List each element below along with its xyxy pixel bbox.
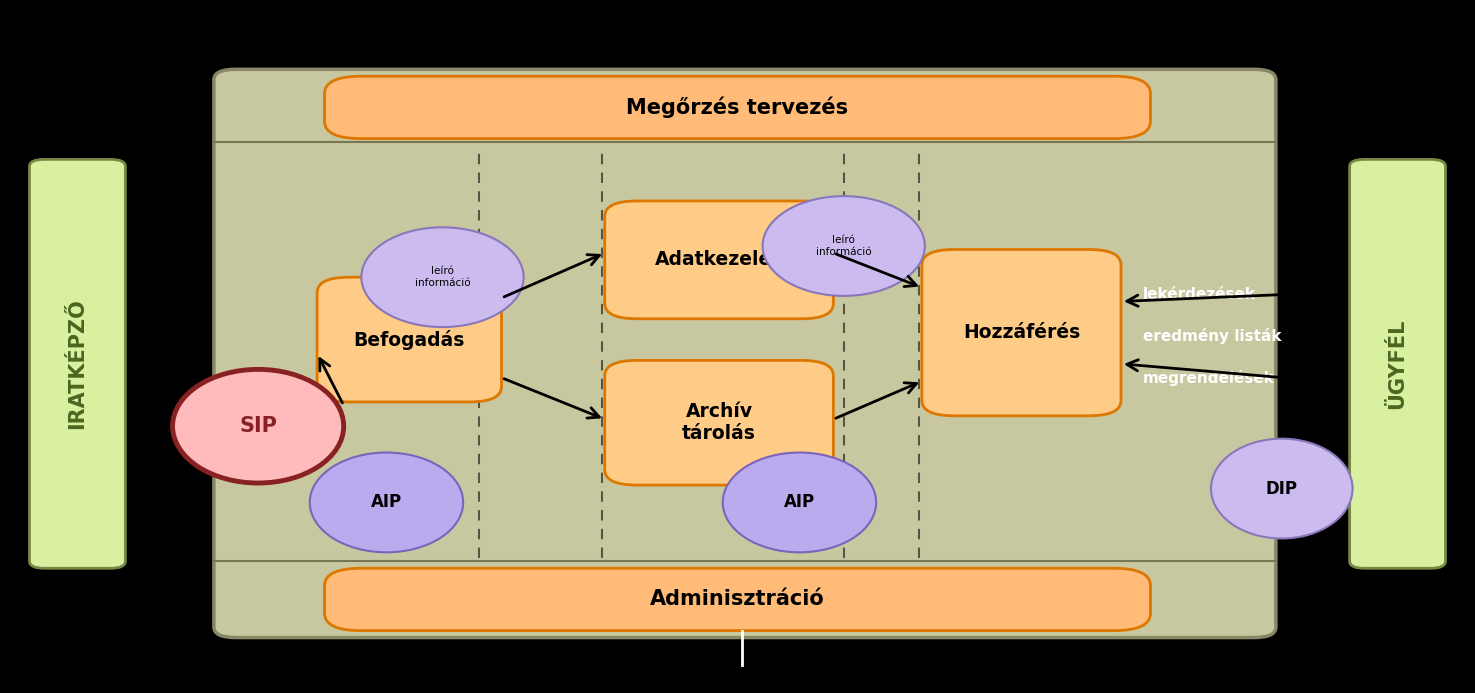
FancyBboxPatch shape (922, 249, 1121, 416)
FancyBboxPatch shape (30, 159, 125, 568)
Text: eredmény listák: eredmény listák (1143, 328, 1282, 344)
FancyBboxPatch shape (605, 360, 833, 485)
Ellipse shape (310, 453, 463, 552)
Ellipse shape (1211, 439, 1353, 538)
Text: Adatkezelés: Adatkezelés (655, 250, 783, 270)
Text: leíró
információ: leíró információ (414, 266, 471, 288)
Text: leíró
információ: leíró információ (816, 235, 872, 257)
Text: DIP: DIP (1266, 480, 1298, 498)
FancyBboxPatch shape (324, 76, 1150, 139)
Text: SIP: SIP (239, 416, 277, 436)
FancyBboxPatch shape (214, 69, 1276, 638)
Text: ÜGYFÉL: ÜGYFÉL (1388, 319, 1407, 409)
Text: AIP: AIP (370, 493, 403, 511)
FancyBboxPatch shape (605, 201, 833, 319)
FancyBboxPatch shape (324, 568, 1150, 631)
Text: AIP: AIP (783, 493, 816, 511)
FancyBboxPatch shape (1350, 159, 1446, 568)
Text: Archív
tárolás: Archív tárolás (681, 402, 757, 444)
Text: Adminisztráció: Adminisztráció (650, 590, 825, 609)
Text: Megőrzés tervezés: Megőrzés tervezés (627, 96, 848, 119)
Text: Befogadás: Befogadás (354, 330, 465, 349)
Ellipse shape (361, 227, 524, 327)
Text: lekérdezések: lekérdezések (1143, 287, 1257, 302)
Text: megrendelések: megrendelések (1143, 369, 1274, 386)
Ellipse shape (723, 453, 876, 552)
Ellipse shape (763, 196, 925, 296)
FancyBboxPatch shape (317, 277, 502, 402)
Text: Hozzáférés: Hozzáférés (963, 323, 1080, 342)
Ellipse shape (173, 369, 344, 483)
Text: IRATKÉPZŐ: IRATKÉPZŐ (68, 299, 87, 429)
